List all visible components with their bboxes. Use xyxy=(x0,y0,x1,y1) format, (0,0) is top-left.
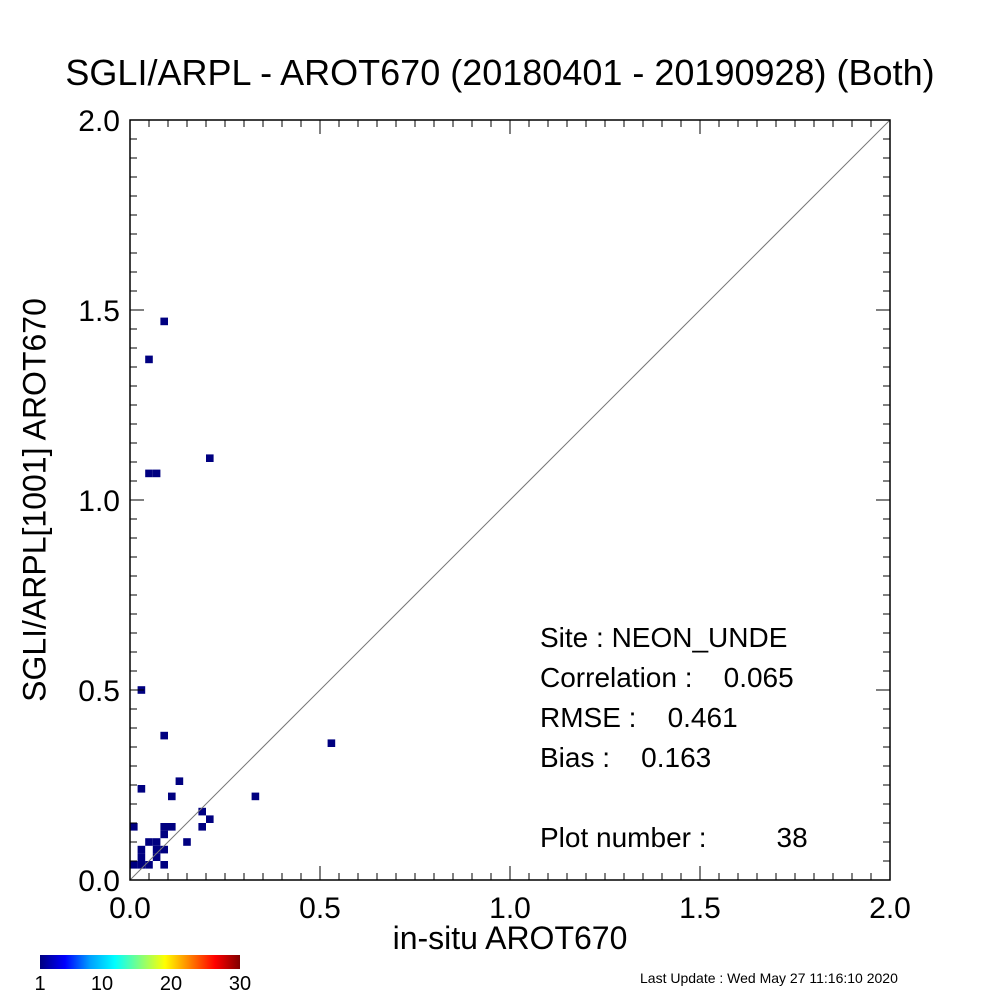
x-axis-label: in-situ AROT670 xyxy=(392,920,628,956)
data-cell xyxy=(145,861,153,869)
data-cell xyxy=(183,838,191,846)
data-cell xyxy=(130,861,138,869)
colorbar-tick: 1 xyxy=(34,973,46,995)
y-tick-label: 1.5 xyxy=(78,295,120,328)
site-label: Site : NEON_UNDE xyxy=(540,622,788,653)
x-tick-label: 1.5 xyxy=(679,892,721,925)
data-cell xyxy=(160,830,168,839)
chart-title: SGLI/ARPL - AROT670 (20180401 - 20190928… xyxy=(65,52,935,93)
data-cell xyxy=(175,777,184,785)
data-cell xyxy=(198,807,206,816)
data-cell xyxy=(152,853,161,861)
x-tick-label: 0.0 xyxy=(109,892,151,925)
data-cell xyxy=(206,815,214,823)
y-tick-label: 0.0 xyxy=(78,865,120,898)
data-cell xyxy=(168,792,176,801)
data-cell xyxy=(137,785,146,793)
correlation-label: Correlation : 0.065 xyxy=(540,662,794,693)
colorbar-tick: 20 xyxy=(159,973,183,995)
plot-number-label: Plot number : 38 xyxy=(540,822,808,853)
data-cell xyxy=(137,845,146,854)
data-cell xyxy=(152,845,161,854)
data-cell xyxy=(137,853,146,861)
data-cell xyxy=(160,317,168,326)
y-tick-label: 2.0 xyxy=(78,105,120,138)
x-tick-label: 1.0 xyxy=(489,892,531,925)
one-to-one-line xyxy=(129,119,891,881)
x-tick-label: 0.5 xyxy=(299,892,341,925)
y-tick-label: 0.5 xyxy=(78,675,120,708)
data-cell xyxy=(130,823,138,831)
data-cell xyxy=(168,823,176,831)
last-update-label: Last Update : Wed May 27 11:16:10 2020 xyxy=(640,970,898,986)
data-cell xyxy=(160,861,168,869)
data-cell xyxy=(137,861,146,869)
data-cell xyxy=(160,845,168,854)
x-tick-label: 2.0 xyxy=(869,892,911,925)
data-cell xyxy=(145,355,153,364)
bias-label: Bias : 0.163 xyxy=(540,742,712,773)
data-cell xyxy=(160,731,168,740)
data-cell xyxy=(198,823,206,831)
rmse-label: RMSE : 0.461 xyxy=(540,702,738,733)
data-cell xyxy=(152,838,161,846)
colorbar-tick: 10 xyxy=(90,973,114,995)
data-cell xyxy=(152,469,161,478)
colorbar-tick: 30 xyxy=(228,973,252,995)
y-tick-label: 1.0 xyxy=(78,485,120,518)
data-cell xyxy=(206,454,214,462)
data-cell xyxy=(327,739,336,747)
data-cell xyxy=(145,838,153,846)
data-cell xyxy=(160,823,168,831)
data-cell xyxy=(251,792,260,801)
colorbar xyxy=(40,955,240,969)
data-cell xyxy=(145,469,153,478)
